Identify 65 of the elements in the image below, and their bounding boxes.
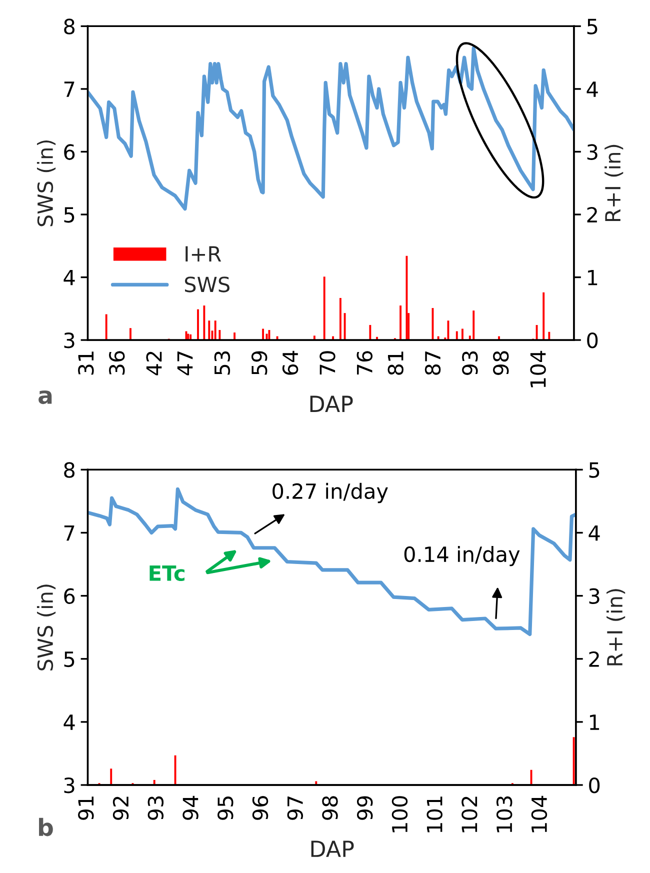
y-tick-label: 8 [64,462,75,478]
x-tick-label: 98 [493,351,509,375]
y2-tick-label: 5 [589,462,600,478]
x-tick-label: 47 [177,352,193,376]
annotation: ETc [150,566,184,582]
y-tick-label: 6 [64,588,75,604]
x-tick-label: 53 [214,351,230,375]
x-tick-label: 95 [218,796,234,820]
y-axis-title: SWS (in) [36,140,56,226]
y-tick-label: 8 [64,18,75,34]
x-tick-label: 99 [356,796,373,820]
x-tick-label: 76 [356,351,373,375]
y-tick-label: 3 [64,777,74,794]
y2-tick-label: 0 [589,777,600,794]
x-tick-label: 93 [462,351,478,375]
x-tick-label: 87 [424,352,441,375]
x-axis-title: DAP [311,840,354,857]
text: b [39,818,53,836]
y-tick-label: 7 [64,525,74,541]
y2-axis-title: R+I (in) [604,144,624,222]
x-tick-label: 64 [282,350,298,375]
x-tick-label: 42 [146,352,162,376]
x-tick-label: 93 [148,796,164,820]
y-axis-title: SWS (in) [36,584,56,670]
x-tick-label: 94 [182,796,198,820]
x-tick-label: 101 [426,796,442,832]
x-tick-label: 70 [320,351,336,375]
x-tick-label: 92 [112,796,129,820]
annotation: 0.27 in/day [272,482,388,504]
x-tick-label: 59 [251,351,268,375]
x-tick-label: 102 [462,796,478,832]
y-tick-label: 4 [64,270,75,286]
legend-label: I+R [186,246,222,262]
x-tick-label: 98 [322,796,338,820]
y2-tick-label: 3 [589,588,600,604]
y2-tick-label: 4 [588,525,600,541]
y2-tick-label: 4 [586,82,598,97]
x-tick-label: 81 [388,352,404,375]
y-tick-label: 3 [64,332,74,348]
text: a [38,390,52,404]
x-tick-label: 97 [287,796,303,820]
x-tick-label: 103 [496,796,512,832]
y2-tick-label: 5 [587,18,598,34]
y-tick-label: 7 [64,82,74,97]
x-tick-label: 36 [109,351,125,375]
x-tick-label: 104 [531,796,548,832]
y2-tick-label: 1 [590,714,600,730]
y2-tick-label: 2 [589,651,599,667]
x-tick-label: 91 [78,796,94,820]
y-tick-label: 4 [64,714,75,730]
y2-tick-label: 0 [587,332,598,348]
y2-tick-label: 1 [588,270,598,286]
y2-tick-label: 3 [587,144,598,160]
legend-label: SWS [184,276,230,292]
x-tick-label: 31 [78,352,94,375]
y-tick-label: 5 [64,207,74,223]
x-tick-label: 96 [252,796,268,820]
x-tick-label: 100 [392,796,408,832]
y2-tick-label: 2 [587,206,597,222]
y2-axis-title: R+I (in) [606,589,626,666]
annotation: 0.14 in/day [404,546,520,566]
y-tick-label: 5 [64,652,74,668]
x-tick-label: 104 [530,350,546,388]
y-tick-label: 6 [64,144,75,160]
x-axis-title: DAP [310,396,353,412]
